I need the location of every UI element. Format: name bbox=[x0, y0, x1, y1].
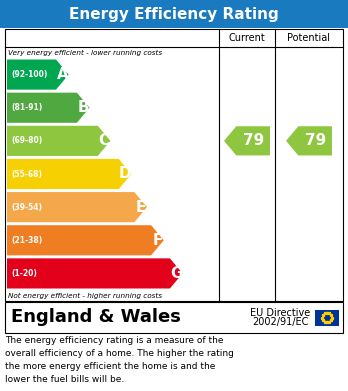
Text: G: G bbox=[170, 266, 182, 281]
Polygon shape bbox=[7, 126, 110, 156]
Text: Potential: Potential bbox=[287, 33, 331, 43]
Text: Not energy efficient - higher running costs: Not energy efficient - higher running co… bbox=[8, 292, 162, 299]
Bar bbox=[5, 29, 343, 301]
Text: (1-20): (1-20) bbox=[11, 269, 37, 278]
Text: (39-54): (39-54) bbox=[11, 203, 42, 212]
Text: Very energy efficient - lower running costs: Very energy efficient - lower running co… bbox=[8, 49, 162, 56]
Text: England & Wales: England & Wales bbox=[11, 308, 181, 326]
Polygon shape bbox=[7, 192, 147, 222]
Text: B: B bbox=[77, 100, 89, 115]
Polygon shape bbox=[7, 258, 183, 289]
Text: F: F bbox=[152, 233, 163, 248]
Polygon shape bbox=[7, 225, 164, 255]
Bar bbox=[315, 310, 339, 325]
Bar bbox=[0, 0, 348, 28]
Text: 79: 79 bbox=[305, 133, 326, 148]
Text: The energy efficiency rating is a measure of the
overall efficiency of a home. T: The energy efficiency rating is a measur… bbox=[5, 336, 234, 384]
Text: D: D bbox=[119, 167, 131, 181]
Text: (69-80): (69-80) bbox=[11, 136, 42, 145]
Text: 79: 79 bbox=[243, 133, 264, 148]
Bar bbox=[5, 302, 343, 333]
Text: Current: Current bbox=[229, 33, 266, 43]
Polygon shape bbox=[286, 126, 332, 156]
Polygon shape bbox=[7, 59, 69, 90]
Text: (81-91): (81-91) bbox=[11, 103, 42, 112]
Polygon shape bbox=[224, 126, 270, 156]
Polygon shape bbox=[7, 93, 89, 123]
Text: (92-100): (92-100) bbox=[11, 70, 47, 79]
Text: EU Directive: EU Directive bbox=[250, 308, 310, 319]
Text: 2002/91/EC: 2002/91/EC bbox=[252, 317, 308, 328]
Polygon shape bbox=[7, 159, 131, 189]
Text: A: A bbox=[56, 67, 68, 82]
Text: (55-68): (55-68) bbox=[11, 170, 42, 179]
Text: Energy Efficiency Rating: Energy Efficiency Rating bbox=[69, 7, 279, 22]
Text: (21-38): (21-38) bbox=[11, 236, 42, 245]
Text: C: C bbox=[98, 133, 110, 148]
Text: E: E bbox=[135, 200, 146, 215]
